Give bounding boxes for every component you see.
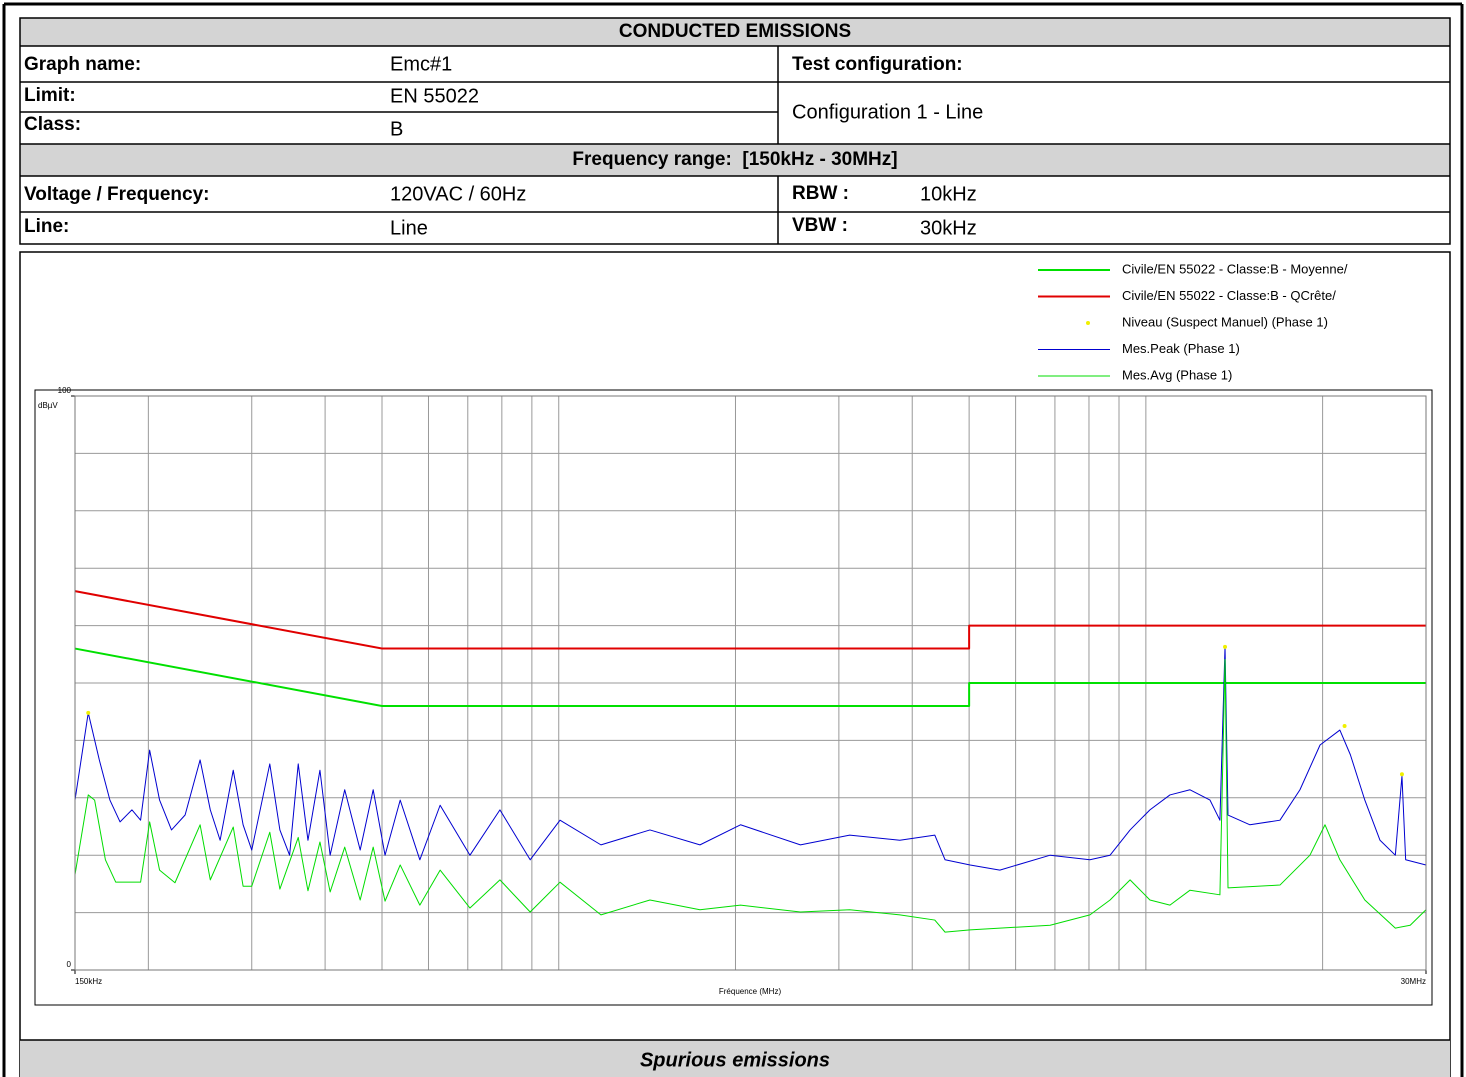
legend-label: Niveau (Suspect Manuel) (Phase 1) — [1122, 314, 1328, 329]
series-point — [1399, 772, 1404, 777]
range-row — [20, 144, 1450, 176]
title-row — [20, 18, 1450, 46]
series-point — [86, 710, 91, 715]
field-label: Class: — [24, 114, 81, 135]
legend-marker — [1086, 321, 1090, 325]
x-tick-label: 30MHz — [1401, 977, 1426, 986]
field-label: VBW : — [792, 215, 848, 236]
series-line — [74, 658, 1427, 933]
frequency-range: Frequency range: [150kHz - 30MHz] — [572, 149, 897, 170]
field-value: B — [390, 118, 403, 140]
legend-label: Mes.Avg (Phase 1) — [1122, 367, 1232, 382]
x-axis-label: Fréquence (MHz) — [719, 987, 782, 996]
chart-panel — [19, 251, 1451, 1077]
series-point — [1342, 724, 1347, 729]
field-label: Line: — [24, 216, 69, 237]
x-tick-label: 150kHz — [75, 977, 102, 986]
field-value: 120VAC / 60Hz — [390, 183, 526, 205]
series-line — [74, 646, 1427, 871]
field-value: EN 55022 — [390, 85, 479, 107]
field-label: Graph name: — [24, 54, 141, 75]
y-axis-label: dBµV — [38, 401, 58, 410]
header-border — [19, 17, 1451, 245]
footer-title: Spurious emissions — [640, 1049, 830, 1071]
field-value: Configuration 1 - Line — [792, 101, 983, 123]
plot-border — [74, 395, 1427, 971]
field-value: Line — [390, 217, 428, 239]
field-value: Emc#1 — [390, 53, 452, 75]
legend-label: Mes.Peak (Phase 1) — [1122, 341, 1240, 356]
field-label: Voltage / Frequency: — [24, 184, 209, 205]
field-value: 10kHz — [920, 183, 977, 205]
footer-row — [20, 1040, 1450, 1077]
field-label: Test configuration: — [792, 54, 963, 75]
field-label: RBW : — [792, 183, 849, 204]
series-line — [74, 647, 1426, 707]
y-tick-label: 100 — [58, 386, 72, 395]
series-point — [1223, 644, 1228, 649]
legend-label: Civile/EN 55022 - Classe:B - Moyenne/ — [1122, 261, 1348, 276]
header-title: CONDUCTED EMISSIONS — [619, 21, 851, 42]
y-tick-label: 0 — [67, 960, 72, 969]
legend-label: Civile/EN 55022 - Classe:B - QCrête/ — [1122, 288, 1336, 303]
series-line — [74, 590, 1426, 650]
field-value: 30kHz — [920, 217, 977, 239]
field-label: Limit: — [24, 85, 76, 106]
